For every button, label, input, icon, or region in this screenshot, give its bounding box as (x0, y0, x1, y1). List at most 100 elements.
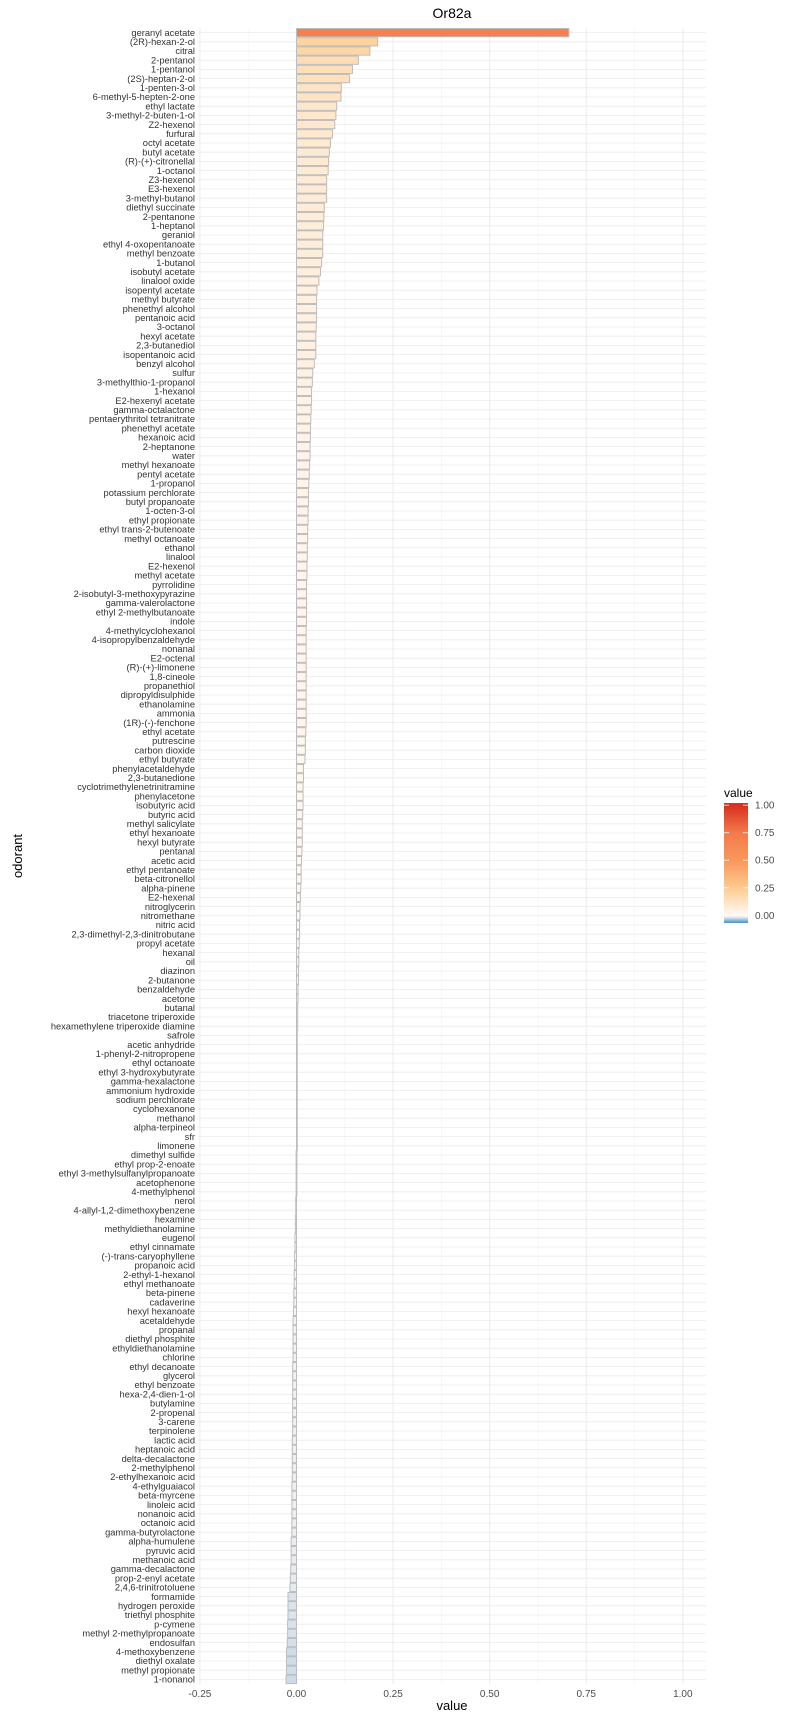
bar (296, 561, 308, 571)
bar (286, 1637, 298, 1648)
y-tick-label: dimethyl sulfide (131, 1150, 195, 1160)
y-tick-label: nonanal (162, 644, 195, 654)
y-tick-label: nonanoic acid (138, 1509, 195, 1519)
bar (291, 1444, 298, 1455)
y-tick-label: pentanal (159, 847, 195, 857)
bar (290, 1545, 298, 1556)
y-tick-label: beta-citronellol (135, 874, 195, 884)
y-tick-label: limonene (157, 1141, 195, 1151)
bar (289, 1573, 298, 1583)
y-tick-label: 2,3-butanediol (136, 341, 195, 351)
y-tick-label: acetophenone (136, 1178, 195, 1188)
y-tick-label: linalool oxide (141, 276, 195, 286)
bar (296, 202, 325, 213)
y-tick-label: heptanoic acid (135, 1445, 195, 1455)
grid-lines (198, 28, 706, 1684)
y-tick-label: hexyl butyrate (137, 837, 195, 847)
y-tick-label: phenethyl alcohol (123, 304, 195, 314)
bar (290, 1536, 298, 1547)
bar (296, 736, 306, 746)
bar (285, 1647, 298, 1657)
bar (296, 957, 300, 967)
bar (296, 552, 308, 562)
bar (296, 487, 309, 498)
bar (291, 1509, 298, 1519)
bar (296, 1021, 299, 1031)
y-tick-label: propanoic acid (135, 1261, 195, 1271)
y-tick-label: triethyl phosphite (125, 1610, 195, 1620)
bar (293, 1297, 298, 1307)
bar (296, 1104, 298, 1114)
y-tick-label: ethyl propionate (129, 515, 195, 525)
y-tick-label: (2S)-heptan-2-ol (127, 74, 195, 84)
y-tick-label: methyl octanoate (124, 534, 195, 544)
y-tick-label: 1-propanol (151, 479, 195, 489)
bar (296, 46, 371, 56)
color-legend: value 1.00 0.75 0.50 0.25 0.00 (724, 786, 775, 923)
bar (296, 386, 313, 397)
y-tick-label: oil (186, 957, 195, 967)
bar (296, 837, 303, 847)
bar (292, 1426, 298, 1436)
y-tick-label: hexa-2,4-dien-1-ol (120, 1389, 195, 1399)
bar (296, 966, 299, 976)
bar (296, 257, 323, 268)
y-tick-label: 2,3-dimethyl-2,3-dinitrobutane (71, 929, 195, 939)
y-tick-label: butanal (164, 1003, 195, 1013)
y-tick-label: ethyl pentanoate (126, 865, 195, 875)
y-tick-label: 3-methylthio-1-propanol (97, 377, 195, 387)
y-tick-label: diethyl oxalate (136, 1656, 195, 1666)
bar (296, 533, 309, 544)
y-tick-label: 4-methoxybenzene (116, 1647, 195, 1657)
bar (296, 1049, 298, 1059)
y-tick-label: 4-ethylguaiacol (132, 1481, 195, 1491)
bar (296, 1067, 298, 1077)
bar (296, 883, 302, 893)
bar (296, 625, 307, 636)
bar (296, 524, 309, 535)
bar (296, 193, 328, 203)
bar (296, 478, 310, 489)
bar (296, 1085, 298, 1096)
bar (287, 1628, 298, 1639)
legend-colorbar (724, 803, 748, 923)
x-tick-label: 0.75 (577, 1689, 597, 1700)
y-tick-label: acetic anhydride (127, 1040, 195, 1050)
y-tick-label: butylamine (150, 1399, 195, 1409)
bar (296, 138, 332, 148)
y-tick-label: 2,3-butanedione (128, 773, 195, 783)
bar (294, 1260, 298, 1271)
y-tick-label: ethyl octanoate (132, 1058, 195, 1068)
y-tick-label: ethyl hexanoate (129, 828, 195, 838)
y-tick-label: 2-isobutyl-3-methoxypyrazine (74, 589, 195, 599)
y-tick-label: cyclohexanone (133, 1104, 195, 1114)
bar (296, 165, 329, 176)
y-tick-label: water (171, 451, 195, 461)
bar (296, 469, 310, 479)
bar (291, 1490, 298, 1501)
y-tick-label: nitromethane (141, 911, 195, 921)
bar (296, 1003, 299, 1013)
y-tick-label: benzaldehyde (137, 985, 195, 995)
bar (296, 1131, 298, 1142)
y-tick-label: lactic acid (154, 1435, 195, 1445)
y-tick-label: dipropyldisulphide (121, 690, 195, 700)
bar (296, 55, 359, 65)
legend-title: value (724, 786, 753, 800)
bar (292, 1417, 298, 1427)
bar (296, 846, 303, 857)
bar (296, 405, 312, 415)
bar (296, 782, 304, 792)
y-tick-label: pyrrolidine (152, 580, 195, 590)
y-tick-label: nitric acid (156, 920, 195, 930)
y-tick-label: linoleic acid (147, 1500, 195, 1510)
y-tick-label: phenylacetaldehyde (112, 764, 195, 774)
y-tick-label: gamma-butyrolactone (105, 1527, 195, 1537)
y-tick-label: methyl acetate (135, 571, 195, 581)
bar (296, 340, 317, 351)
bar (292, 1371, 298, 1381)
bar (296, 313, 318, 323)
bar (296, 828, 303, 838)
y-tick-label: E2-hexenol (148, 561, 195, 571)
bar (296, 681, 307, 691)
